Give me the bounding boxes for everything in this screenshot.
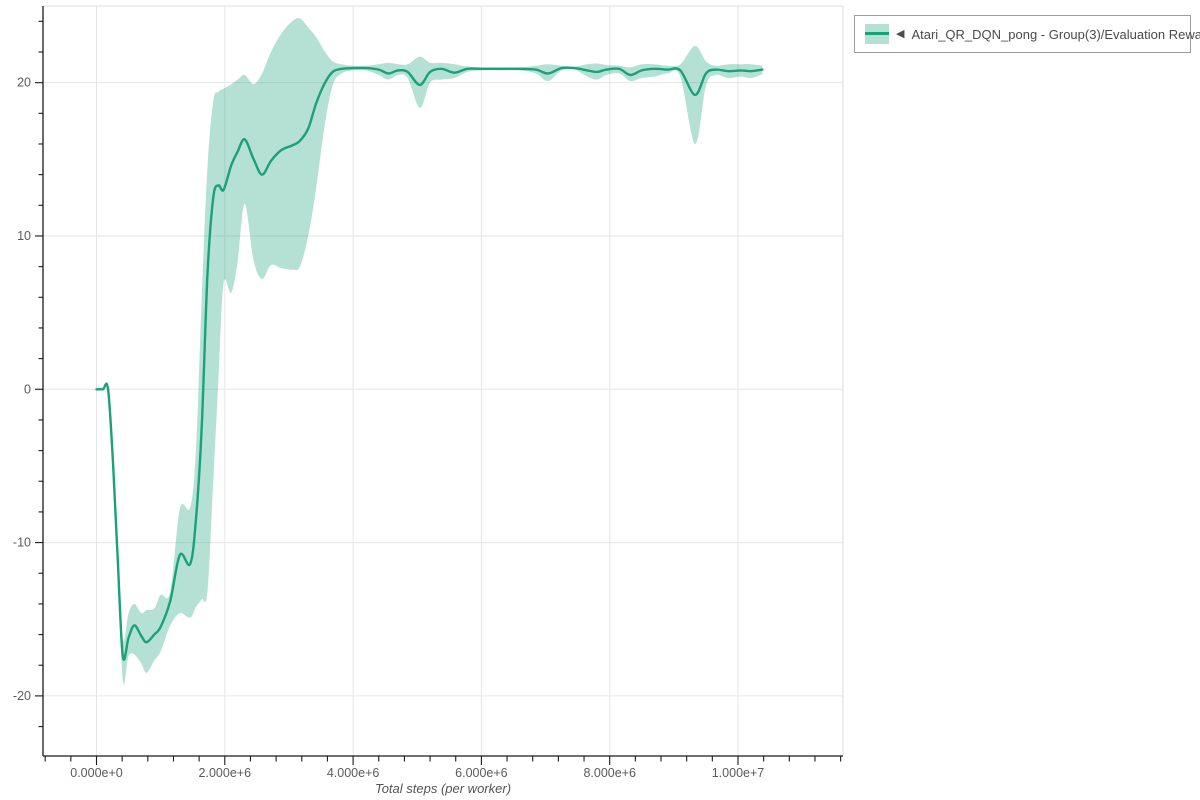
legend-swatch-icon	[865, 24, 889, 44]
legend: ◀ Atari_QR_DQN_pong - Group(3)/Evaluatio…	[854, 15, 1200, 53]
series-band	[96, 17, 763, 685]
gridlines	[43, 6, 843, 756]
triangle-left-icon: ◀	[896, 27, 905, 40]
svg-text:4.000e+6: 4.000e+6	[327, 766, 380, 780]
x-tick-labels: 0.000e+0 2.000e+6 4.000e+6 6.000e+6 8.000e+6…	[70, 766, 764, 780]
svg-text:6.000e+6: 6.000e+6	[455, 766, 508, 780]
y-tick-labels: 20 10 0 -10 -20	[13, 76, 31, 703]
svg-text:20: 20	[17, 76, 31, 90]
series-line	[95, 66, 764, 661]
svg-text:-20: -20	[13, 689, 31, 703]
svg-text:1.000e+7: 1.000e+7	[712, 766, 765, 780]
axis-ticks	[35, 20, 842, 765]
x-axis-title: Total steps (per worker)	[374, 781, 512, 796]
svg-text:-10: -10	[13, 536, 31, 550]
svg-text:0: 0	[24, 382, 31, 396]
svg-text:10: 10	[17, 229, 31, 243]
svg-text:2.000e+6: 2.000e+6	[199, 766, 252, 780]
legend-item-atari-qr-dqn-pong[interactable]: ◀ Atari_QR_DQN_pong - Group(3)/Evaluatio…	[865, 24, 1200, 44]
svg-text:0.000e+0: 0.000e+0	[70, 766, 123, 780]
svg-text:8.000e+6: 8.000e+6	[583, 766, 636, 780]
legend-label: Atari_QR_DQN_pong - Group(3)/Evaluation …	[911, 26, 1200, 42]
